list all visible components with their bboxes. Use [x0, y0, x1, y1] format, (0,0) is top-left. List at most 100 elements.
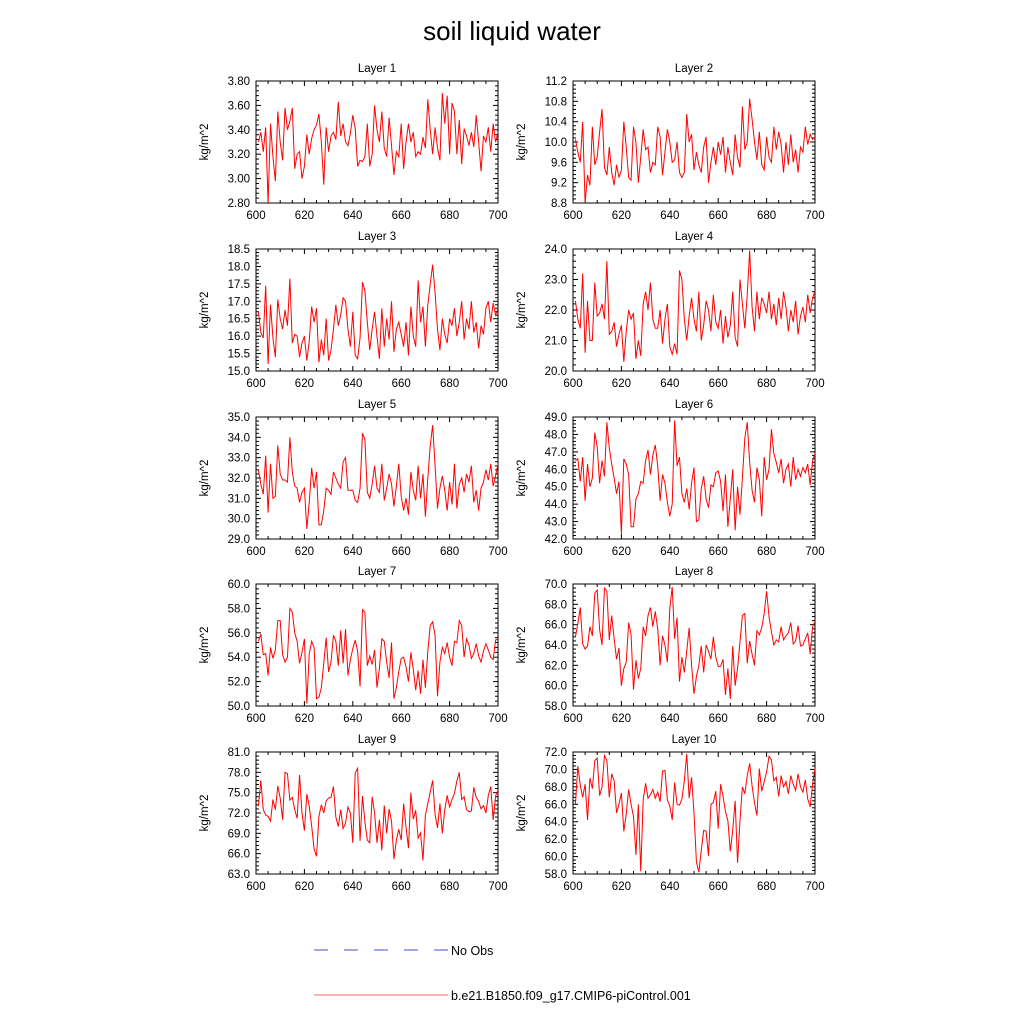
y-axis-label: kg/m^2	[516, 460, 528, 497]
chart-panel-layer-8: Layer 8 600 620 640 660 680 700 58.0 60.0 62.0 64.…	[516, 566, 825, 725]
x-tick-label: 620	[612, 881, 631, 893]
y-tick-label: 10.0	[545, 137, 567, 149]
y-tick-label: 63.0	[228, 869, 250, 881]
plot-frame	[255, 80, 499, 204]
y-tick-label: 31.0	[228, 493, 250, 505]
x-tick-label: 640	[343, 210, 362, 222]
x-tick-label: 600	[563, 881, 582, 893]
y-tick-label: 35.0	[228, 412, 250, 424]
y-tick-label: 78.0	[228, 767, 250, 779]
y-tick-label: 22.0	[545, 305, 567, 317]
y-tick-label: 66.0	[228, 849, 250, 861]
y-tick-label: 70.0	[545, 764, 567, 776]
x-tick-label: 600	[246, 378, 265, 390]
chart-panel-layer-10: Layer 10 600 620 640 660 680 700 58.0 60.0 62.0 64…	[516, 734, 825, 893]
y-tick-label: 24.0	[545, 244, 567, 256]
y-tick-label: 52.0	[228, 677, 250, 689]
panel-title: Layer 3	[358, 231, 396, 243]
chart-panel-layer-2: Layer 2 600 620 640 660 680 700 8.8 9.2 9.6 10.0 10…	[516, 63, 825, 222]
x-tick-label: 600	[246, 546, 265, 558]
y-tick-label: 58.0	[228, 603, 250, 615]
y-tick-label: 69.0	[228, 828, 250, 840]
x-tick-label: 700	[488, 881, 507, 893]
x-tick-label: 680	[757, 546, 776, 558]
y-tick-label: 58.0	[545, 701, 567, 713]
x-tick-label: 620	[295, 210, 314, 222]
y-tick-label: 3.00	[228, 174, 250, 186]
x-tick-label: 640	[660, 378, 679, 390]
y-tick-label: 46.0	[545, 464, 567, 476]
panel-title: Layer 5	[358, 399, 396, 411]
y-tick-label: 75.0	[228, 788, 250, 800]
x-tick-label: 700	[805, 546, 824, 558]
x-tick-label: 640	[660, 881, 679, 893]
y-tick-label: 66.0	[545, 620, 567, 632]
x-tick-label: 680	[440, 713, 459, 725]
y-tick-label: 50.0	[228, 701, 250, 713]
y-axis-label: kg/m^2	[199, 124, 211, 161]
x-tick-label: 640	[660, 546, 679, 558]
y-tick-label: 47.0	[545, 447, 567, 459]
x-tick-label: 660	[709, 210, 728, 222]
y-tick-label: 81.0	[228, 747, 250, 759]
plot-frame	[572, 80, 816, 204]
x-tick-label: 620	[612, 546, 631, 558]
y-tick-label: 32.0	[228, 473, 250, 485]
y-tick-label: 45.0	[545, 482, 567, 494]
y-tick-label: 16.5	[228, 314, 250, 326]
chart-panel-layer-1: Layer 1 600 620 640 660 680 700 2.80 3.00 3.20 3.4…	[199, 63, 508, 222]
x-tick-label: 600	[246, 881, 265, 893]
y-tick-label: 10.8	[545, 96, 567, 108]
x-tick-label: 700	[805, 881, 824, 893]
x-tick-label: 680	[440, 546, 459, 558]
y-tick-label: 17.5	[228, 279, 250, 291]
chart-panel-layer-9: Layer 9 600 620 640 660 680 700 63.0 66.0 69.0 72.…	[199, 734, 508, 893]
series-line	[257, 93, 499, 204]
x-tick-label: 620	[295, 378, 314, 390]
series-line	[574, 753, 816, 873]
y-tick-label: 43.0	[545, 517, 567, 529]
panel-title: Layer 4	[675, 231, 714, 243]
y-tick-label: 9.2	[551, 178, 567, 190]
panel-title: Layer 7	[358, 566, 396, 578]
x-tick-label: 600	[563, 546, 582, 558]
y-tick-label: 17.0	[228, 296, 250, 308]
y-tick-label: 15.5	[228, 349, 250, 361]
x-tick-label: 700	[488, 546, 507, 558]
series-line	[257, 264, 499, 365]
plot-frame	[572, 583, 816, 707]
y-tick-label: 3.40	[228, 125, 250, 137]
y-tick-label: 64.0	[545, 640, 567, 652]
y-tick-label: 29.0	[228, 534, 250, 546]
y-axis-label: kg/m^2	[199, 292, 211, 329]
x-tick-label: 700	[488, 210, 507, 222]
x-tick-label: 700	[488, 713, 507, 725]
chart-panel-layer-5: Layer 5 600 620 640 660 680 700 29.0 30.0 31.0 32.…	[199, 399, 508, 558]
legend-no-obs-label: No Obs	[451, 944, 493, 958]
y-tick-label: 68.0	[545, 599, 567, 611]
y-axis-label: kg/m^2	[199, 627, 211, 664]
plot-frame	[572, 248, 816, 372]
x-tick-label: 680	[757, 713, 776, 725]
panel-title: Layer 2	[675, 63, 713, 75]
y-axis-label: kg/m^2	[516, 795, 528, 832]
y-tick-label: 44.0	[545, 499, 567, 511]
plot-frame	[255, 248, 499, 372]
x-tick-label: 600	[563, 378, 582, 390]
x-tick-label: 640	[343, 881, 362, 893]
y-axis-label: kg/m^2	[199, 795, 211, 832]
y-tick-label: 18.5	[228, 244, 250, 256]
x-tick-label: 700	[805, 713, 824, 725]
y-tick-label: 72.0	[545, 747, 567, 759]
chart-panel-layer-6: Layer 6 600 620 640 660 680 700 42.0 43.0 44.0 45.…	[516, 399, 825, 558]
x-tick-label: 660	[392, 881, 411, 893]
panel-title: Layer 10	[672, 734, 717, 746]
x-tick-label: 640	[343, 713, 362, 725]
x-tick-label: 600	[246, 210, 265, 222]
y-tick-label: 3.20	[228, 149, 250, 161]
y-tick-label: 8.8	[551, 198, 567, 210]
series-line	[257, 606, 499, 704]
y-tick-label: 58.0	[545, 869, 567, 881]
y-tick-label: 56.0	[228, 628, 250, 640]
